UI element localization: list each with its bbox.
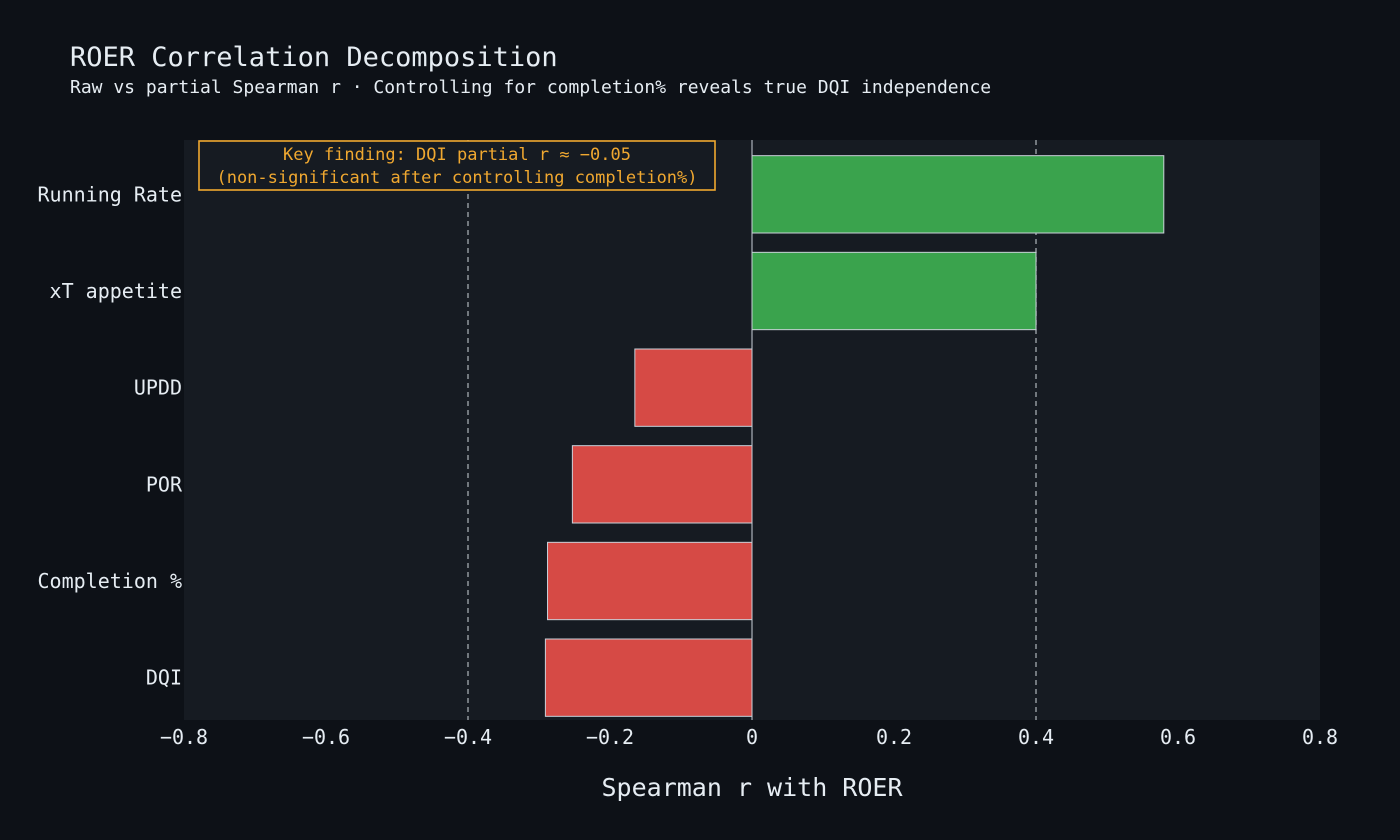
y-tick-label: Running Rate [38, 182, 183, 206]
x-tick-label: −0.2 [586, 725, 634, 749]
x-tick-label: 0.8 [1302, 725, 1338, 749]
annotation-line-1: Key finding: DQI partial r ≈ −0.05 [283, 145, 631, 165]
bar [544, 638, 753, 717]
x-axis-label: Spearman r with ROER [601, 773, 903, 802]
y-tick-label: UPDD [134, 376, 182, 400]
x-tick-label: 0.6 [1160, 725, 1196, 749]
bar [751, 251, 1037, 331]
key-finding-annotation: Key finding: DQI partial r ≈ −0.05 (non-… [198, 140, 716, 191]
y-tick-label: DQI [146, 666, 182, 690]
x-tick-label: 0.4 [1018, 725, 1054, 749]
y-tick-labels: Running Rate xT appetite UPDD POR Completion… [38, 182, 183, 689]
y-tick-label: POR [146, 472, 183, 496]
bar [751, 155, 1165, 234]
x-tick-labels: −0.8 −0.6 −0.4 −0.2 0 0.2 0.4 0.6 0.8 [160, 725, 1338, 749]
x-tick-label: −0.8 [160, 725, 208, 749]
bar [547, 541, 753, 621]
bars [544, 155, 1165, 717]
chart-title: ROER Correlation Decomposition [70, 42, 558, 73]
reference-lines [467, 140, 1037, 720]
bar [634, 348, 753, 427]
annotation-line-2: (non-significant after controlling compl… [216, 168, 697, 188]
bar [571, 445, 753, 524]
chart-subtitle: Raw vs partial Spearman r · Controlling … [70, 77, 992, 98]
x-tick-label: −0.4 [444, 725, 492, 749]
x-tick-label: 0.2 [876, 725, 912, 749]
x-tick-label: 0 [746, 725, 758, 749]
y-tick-label: Completion % [38, 569, 183, 593]
y-tick-label: xT appetite [50, 279, 182, 303]
x-tick-label: −0.6 [302, 725, 350, 749]
annotation-box [198, 140, 716, 191]
